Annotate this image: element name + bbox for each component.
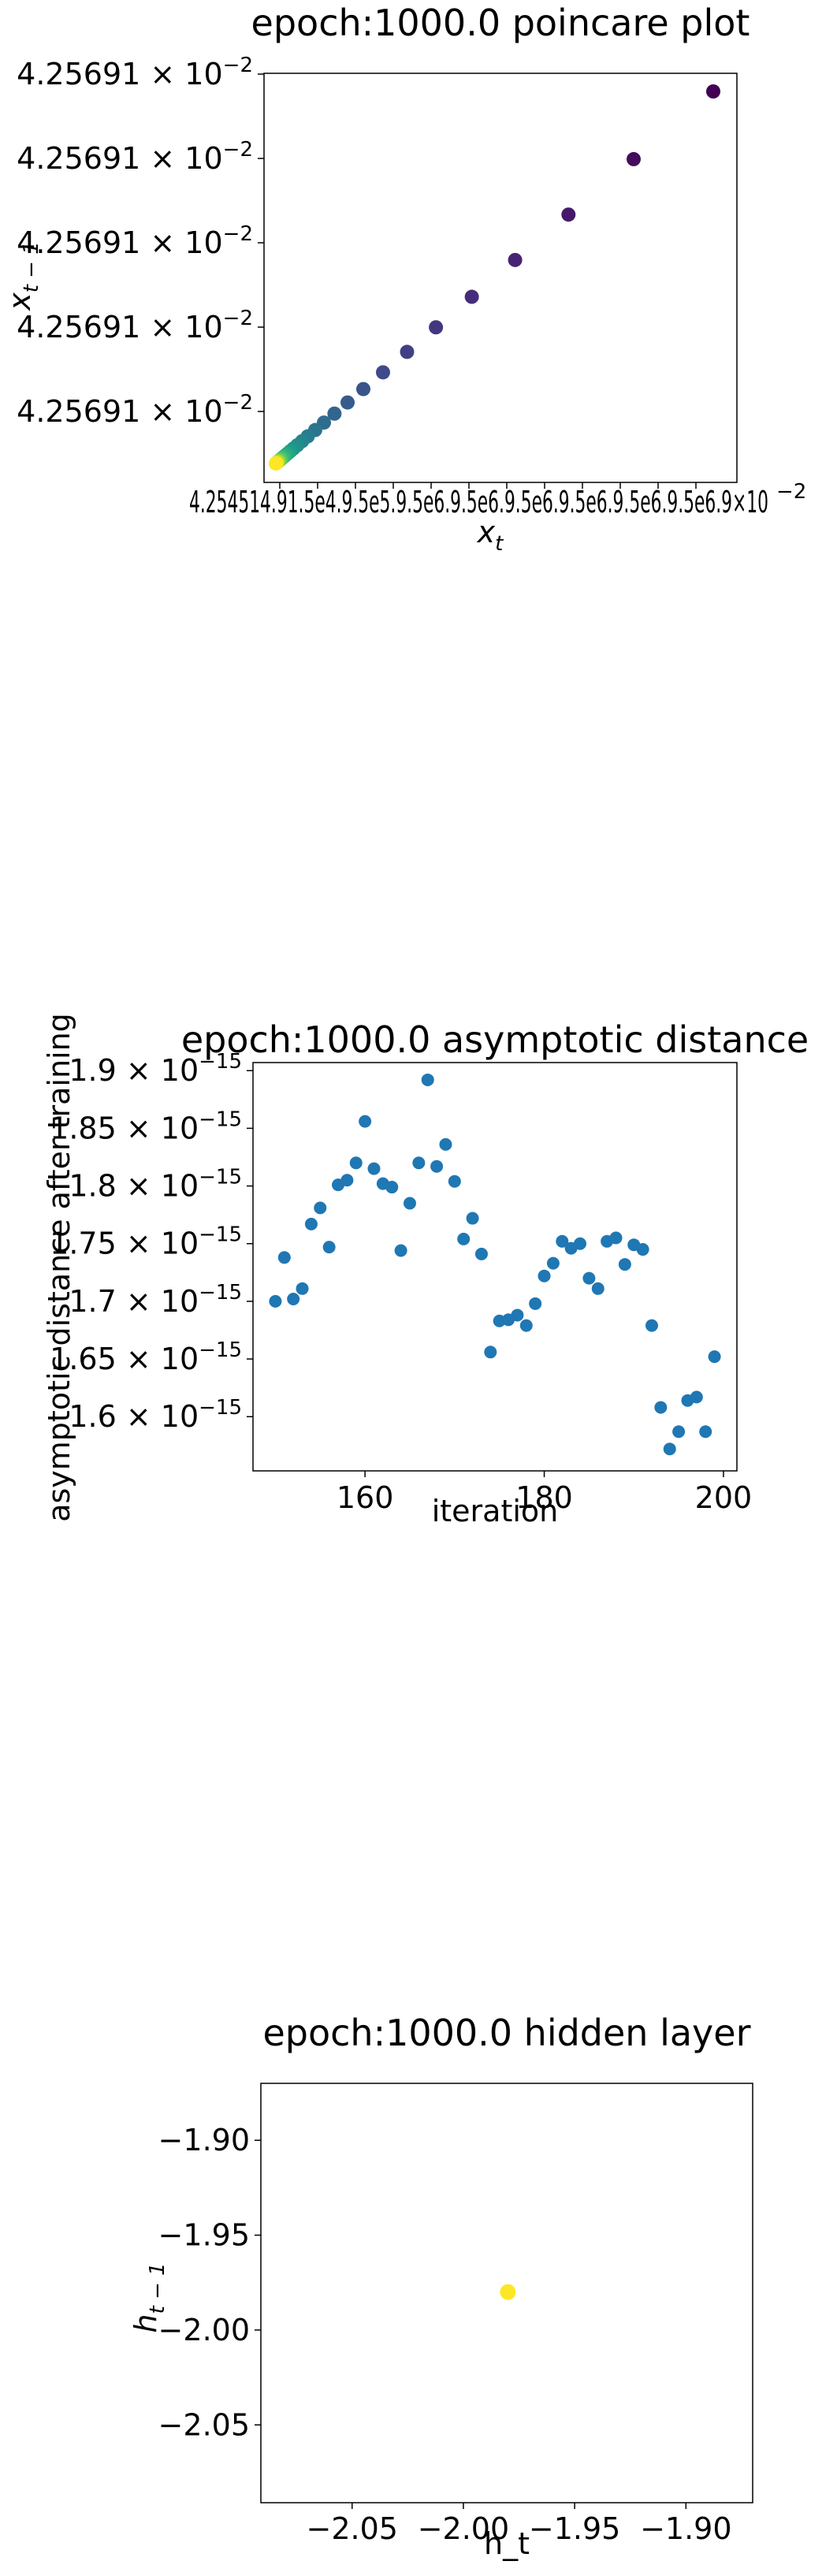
hidden-y-label: ht − 1 [128,2262,169,2332]
hidden-plot-frame [260,2083,753,2503]
poincare-x-exponent: −2 [776,480,806,504]
poincare-plot-frame [263,73,738,483]
asymptotic-point [484,1346,497,1359]
asymptotic-point [591,1282,604,1295]
poincare-point [375,365,390,380]
asymptotic-point [296,1282,309,1295]
asymptotic-point [430,1160,444,1173]
asymptotic-point [556,1234,569,1248]
hidden-x-tick-label: −2.00 [418,2511,509,2546]
asymptotic-point [394,1244,407,1257]
asymptotic-point [538,1269,551,1282]
poincare-point [327,406,342,421]
poincare-point [429,320,444,335]
asymptotic-point [574,1237,587,1250]
asymptotic-x-tick-label: 160 [337,1480,394,1515]
poincare-point [561,207,576,222]
asymptotic-point [448,1174,461,1188]
poincare-point [626,151,641,166]
asymptotic-y-tick-label: 1.8 × 10−15 [69,1166,242,1204]
hidden-x-tick-label: −1.95 [529,2511,620,2546]
poincare-y-label: xt − 1 [2,241,43,311]
asymptotic-point [385,1181,399,1194]
asymptotic-point [519,1319,533,1332]
asymptotic-point [609,1231,623,1245]
asymptotic-point [672,1425,686,1439]
asymptotic-point [269,1294,282,1308]
poincare-title: epoch:1000.0 poincare plot [251,2,750,44]
asymptotic-point [457,1232,471,1245]
asymptotic-point [304,1217,318,1230]
asymptotic-point [474,1247,488,1260]
poincare-y-tick-label: 4.25691 × 10−2 [17,307,253,344]
asymptotic-point [349,1156,363,1170]
asymptotic-y-tick-label: 1.9 × 10−15 [69,1050,242,1088]
asymptotic-point [466,1212,479,1225]
asymptotic-y-label: asymptotic distance after training [42,1013,76,1522]
asymptotic-point [439,1137,452,1151]
asymptotic-point [421,1073,434,1086]
poincare-point [269,456,283,471]
hidden-title: epoch:1000.0 hidden layer [263,2012,751,2054]
hidden-y-tick-label: −1.95 [158,2218,250,2253]
poincare-point [400,344,415,359]
asymptotic-y-tick-label: 1.85 × 10−15 [50,1107,242,1145]
poincare-y-tick-label: 4.25691 × 10−2 [17,54,253,91]
asymptotic-x-tick-label: 200 [695,1480,753,1515]
asymptotic-point [359,1115,372,1128]
asymptotic-point [708,1350,721,1364]
hidden-y-tick-label: −2.00 [158,2313,250,2347]
asymptotic-point [582,1271,596,1285]
asymptotic-title: epoch:1000.0 asymptotic distance [181,1018,809,1061]
asymptotic-point [287,1292,300,1305]
poincare-point [464,289,479,304]
asymptotic-y-tick-label: 1.6 × 10−15 [69,1396,242,1434]
asymptotic-point [277,1251,291,1264]
asymptotic-y-tick-label: 1.65 × 10−15 [50,1338,242,1376]
asymptotic-point [511,1308,524,1322]
asymptotic-point [636,1243,649,1256]
hidden-point [500,2284,516,2300]
asymptotic-point [618,1258,631,1271]
poincare-point [356,382,370,396]
asymptotic-y-tick-label: 1.75 × 10−15 [50,1223,242,1261]
poincare-y-tick-label: 4.25691 × 10−2 [17,138,253,176]
hidden-y-tick-label: −2.05 [158,2407,250,2442]
asymptotic-y-tick-label: 1.7 × 10−15 [69,1281,242,1319]
poincare-chart: epoch:1000.0 poincare plot 4.25691 × 10−2… [2,2,806,556]
asymptotic-x-tick-label: 180 [515,1480,573,1515]
asymptotic-point [403,1197,416,1210]
asymptotic-point [367,1162,381,1175]
hidden-y-tick-label: −1.90 [158,2123,250,2157]
poincare-point [340,395,355,410]
poincare-point [706,84,720,99]
asymptotic-point [654,1401,668,1414]
poincare-y-tick-label: 4.25691 × 10−2 [17,391,253,429]
asymptotic-point [690,1390,703,1404]
hidden-x-tick-label: −1.90 [640,2511,731,2546]
poincare-x-label: xt [477,515,504,556]
asymptotic-point [412,1156,426,1170]
hidden-chart: epoch:1000.0 hidden layer −2.05 −2.00 −1.95… [128,2012,753,2561]
asymptotic-point [314,1201,327,1215]
asymptotic-point [699,1425,712,1439]
poincare-point [508,252,523,267]
asymptotic-point [340,1174,354,1187]
hidden-x-tick-label: −2.05 [307,2511,398,2546]
hidden-x-label: h_t [484,2526,530,2561]
asymptotic-point [322,1241,336,1254]
asymptotic-chart: epoch:1000.0 asymptotic distance 160 180 20… [42,1013,809,1528]
asymptotic-x-label: iteration [432,1494,559,1528]
poincare-x-tick-labels: 4.254514.91.5e4.9.5e5.9.5e6.9.5e6.9.5e6.… [189,485,768,519]
asymptotic-point [529,1297,542,1310]
asymptotic-plot-frame [252,1062,738,1472]
poincare-y-tick-label: 4.25691 × 10−2 [17,222,253,260]
asymptotic-point [645,1319,658,1332]
asymptotic-point [663,1442,676,1456]
asymptotic-point [546,1256,560,1270]
